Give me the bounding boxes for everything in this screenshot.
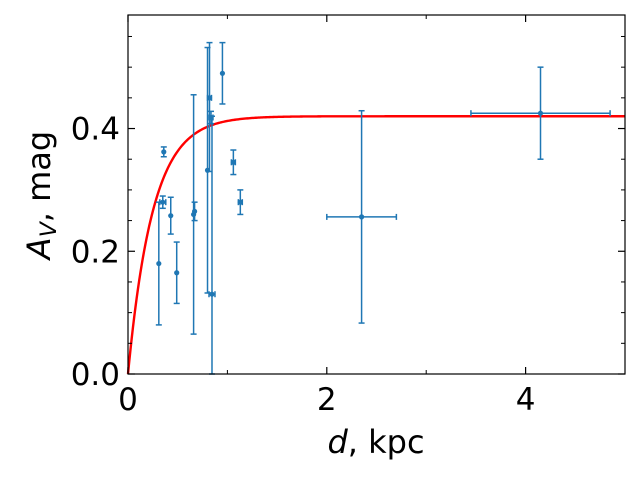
data-points-layer bbox=[155, 41, 611, 375]
data-point-2 bbox=[160, 146, 167, 158]
data-point-1 bbox=[159, 195, 167, 210]
data-marker bbox=[358, 214, 365, 220]
x-tick-label: 4 bbox=[516, 382, 536, 418]
data-marker bbox=[209, 291, 215, 297]
data-marker bbox=[206, 95, 213, 101]
data-marker bbox=[230, 159, 236, 165]
data-point-6 bbox=[191, 201, 198, 222]
data-point-14 bbox=[326, 109, 398, 324]
data-point-0 bbox=[155, 201, 162, 326]
data-marker bbox=[161, 149, 167, 155]
data-point-4 bbox=[173, 241, 180, 305]
x-tick-label: 2 bbox=[317, 382, 337, 418]
fit-curve bbox=[126, 115, 625, 375]
data-point-13 bbox=[237, 189, 244, 216]
data-marker bbox=[191, 208, 198, 214]
data-point-15 bbox=[470, 66, 611, 160]
y-axis-label: AV, mag bbox=[20, 131, 62, 261]
data-marker bbox=[537, 110, 544, 116]
data-point-12 bbox=[230, 149, 237, 176]
data-marker bbox=[237, 199, 243, 205]
data-point-8 bbox=[206, 41, 213, 173]
x-axis-label: d, kpc bbox=[327, 423, 424, 461]
y-tick-label: 0.2 bbox=[71, 234, 120, 270]
data-marker bbox=[160, 199, 166, 205]
x-tick-label: 0 bbox=[118, 382, 138, 418]
data-marker bbox=[156, 260, 162, 267]
fit-curve-layer bbox=[126, 115, 625, 375]
data-point-5 bbox=[190, 94, 197, 335]
data-marker bbox=[168, 213, 174, 219]
plot-frame bbox=[127, 14, 626, 375]
data-point-11 bbox=[219, 41, 226, 105]
data-marker bbox=[174, 270, 180, 276]
data-point-3 bbox=[167, 196, 174, 235]
ticks-layer: 0 2 4 0.0 0.2 0.4 bbox=[71, 15, 625, 418]
y-tick-label: 0.4 bbox=[71, 112, 120, 148]
data-marker bbox=[219, 70, 226, 76]
y-tick-label: 0.0 bbox=[71, 357, 120, 393]
